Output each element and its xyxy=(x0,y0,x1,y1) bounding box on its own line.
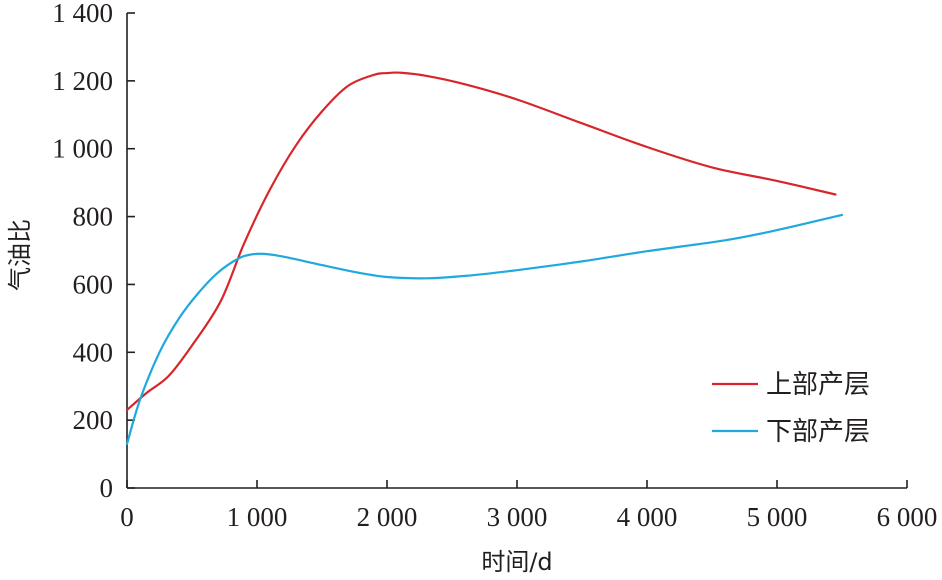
x-tick-label: 1 000 xyxy=(227,502,288,532)
series-line-upper xyxy=(125,71,837,412)
legend-item-upper: 上部产层 xyxy=(712,370,870,400)
legend-label-upper: 上部产层 xyxy=(766,370,870,400)
legend-label-lower: 下部产层 xyxy=(766,417,870,447)
y-tick-label: 1 400 xyxy=(52,0,113,28)
x-tick-label: 2 000 xyxy=(357,502,418,532)
x-tick-label: 0 xyxy=(120,502,134,532)
series-line-lower xyxy=(125,213,844,445)
y-tick-label: 1 000 xyxy=(52,134,113,164)
x-tick-label: 3 000 xyxy=(487,502,548,532)
x-axis-title: 时间/d xyxy=(481,548,552,576)
series-group xyxy=(125,71,844,445)
legend: 上部产层 下部产层 xyxy=(712,370,870,447)
y-axis-title: 气油比 xyxy=(6,219,34,291)
x-tick-label: 5 000 xyxy=(747,502,808,532)
x-tick-label: 6 000 xyxy=(877,502,938,532)
y-tick-label: 1 200 xyxy=(52,66,113,96)
y-tick-label: 0 xyxy=(100,473,114,503)
y-tick-label: 600 xyxy=(73,269,114,299)
y-tick-label: 200 xyxy=(73,405,114,435)
y-tick-label: 800 xyxy=(73,202,114,232)
x-axis-ticks: 0 1 000 2 000 3 000 4 000 5 000 6 000 xyxy=(120,480,937,532)
y-tick-label: 400 xyxy=(73,337,114,367)
legend-item-lower: 下部产层 xyxy=(712,417,870,447)
x-tick-label: 4 000 xyxy=(617,502,678,532)
y-axis-ticks: 0 200 400 600 800 1 000 1 200 1 400 xyxy=(52,0,135,503)
